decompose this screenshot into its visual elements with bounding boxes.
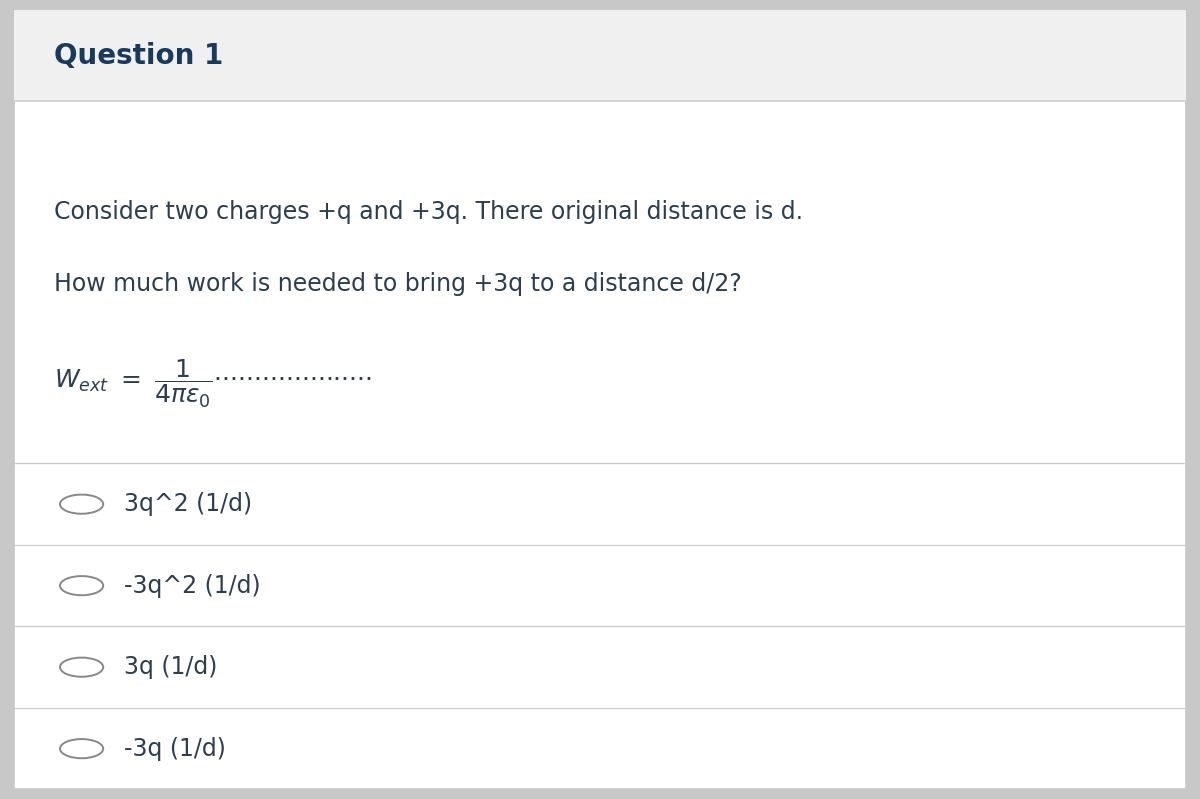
Bar [14,10,1186,101]
Text: $W_{ext}\ =\ \dfrac{1}{4\pi\varepsilon_0}$····················: $W_{ext}\ =\ \dfrac{1}{4\pi\varepsilon_0… [54,357,372,410]
Text: Question 1: Question 1 [54,42,223,70]
Text: -3q^2 (1/d): -3q^2 (1/d) [124,574,260,598]
Text: 3q^2 (1/d): 3q^2 (1/d) [124,492,252,516]
Text: How much work is needed to bring +3q to a distance d/2?: How much work is needed to bring +3q to … [54,272,742,296]
Text: 3q (1/d): 3q (1/d) [124,655,217,679]
Text: -3q (1/d): -3q (1/d) [124,737,226,761]
Text: Consider two charges +q and +3q. There original distance is d.: Consider two charges +q and +3q. There o… [54,200,803,224]
